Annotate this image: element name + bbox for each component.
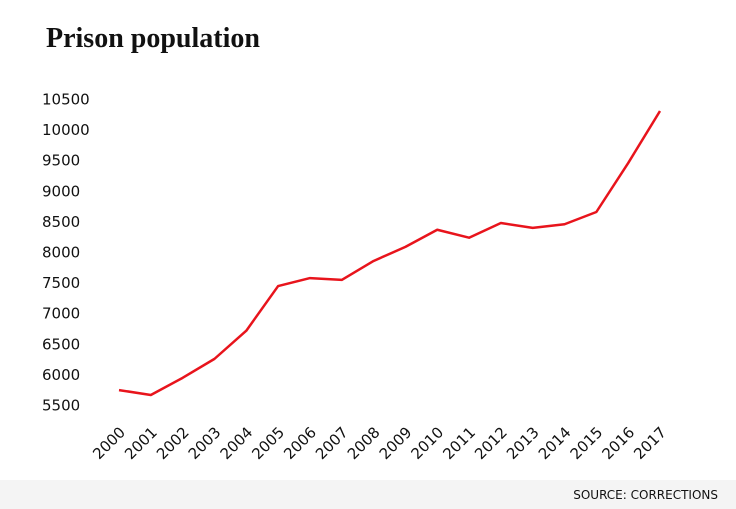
x-tick-label: 2006 xyxy=(280,423,320,463)
x-tick-label: 2012 xyxy=(471,423,511,463)
y-tick-label: 10000 xyxy=(42,121,90,139)
x-tick-label: 2011 xyxy=(439,423,479,463)
line-series xyxy=(118,110,662,397)
y-tick-label: 8000 xyxy=(42,244,80,262)
x-tick-label: 2017 xyxy=(630,423,670,463)
x-tick-label: 2000 xyxy=(89,423,129,463)
y-tick-label: 6000 xyxy=(42,366,80,384)
x-tick-label: 2013 xyxy=(503,423,543,463)
y-tick-label: 5500 xyxy=(42,397,80,415)
x-tick-label: 2003 xyxy=(185,423,225,463)
x-tick-label: 2004 xyxy=(217,423,257,463)
x-tick-label: 2002 xyxy=(153,423,193,463)
source-note: SOURCE: CORRECTIONS xyxy=(573,488,718,502)
x-tick-label: 2008 xyxy=(344,423,384,463)
x-tick-label: 2005 xyxy=(248,423,288,463)
y-tick-label: 9000 xyxy=(42,182,80,200)
x-tick-label: 2009 xyxy=(376,423,416,463)
y-tick-label: 8500 xyxy=(42,213,80,231)
y-tick-label: 6500 xyxy=(42,335,80,353)
y-tick-label: 9500 xyxy=(42,152,80,170)
footer-band xyxy=(0,480,736,509)
x-tick-label: 2007 xyxy=(312,423,352,463)
y-tick-label: 7500 xyxy=(42,274,80,292)
y-tick-label: 7000 xyxy=(42,305,80,323)
x-tick-label: 2016 xyxy=(598,423,638,463)
x-tick-label: 2015 xyxy=(567,423,607,463)
x-tick-label: 2014 xyxy=(535,423,575,463)
x-tick-label: 2010 xyxy=(408,423,448,463)
chart-title: Prison population xyxy=(46,23,260,54)
y-tick-label: 10500 xyxy=(42,91,90,109)
x-tick-label: 2001 xyxy=(121,423,161,463)
